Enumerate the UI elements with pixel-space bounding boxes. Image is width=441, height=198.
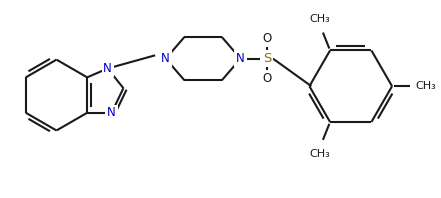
Text: S: S [263, 52, 271, 65]
Text: N: N [103, 62, 112, 75]
Text: N: N [107, 106, 116, 119]
Text: CH₃: CH₃ [416, 81, 437, 91]
Text: N: N [161, 52, 170, 65]
Text: CH₃: CH₃ [310, 148, 331, 159]
Text: N: N [103, 62, 112, 75]
Text: O: O [262, 32, 272, 46]
Text: N: N [161, 52, 170, 65]
Text: O: O [262, 32, 272, 46]
Text: N: N [107, 106, 116, 119]
Text: N: N [236, 52, 245, 65]
Text: CH₃: CH₃ [310, 14, 331, 24]
Text: N: N [236, 52, 245, 65]
Text: S: S [263, 52, 271, 65]
Text: O: O [262, 72, 272, 85]
Text: O: O [262, 72, 272, 85]
